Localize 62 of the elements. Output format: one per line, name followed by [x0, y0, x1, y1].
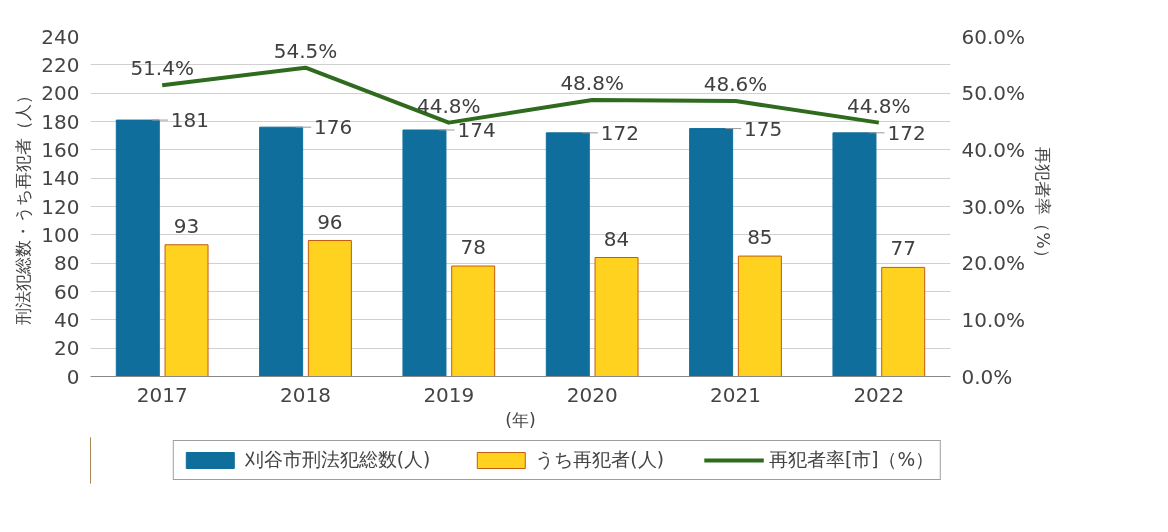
data-label: 48.8% [560, 70, 624, 95]
y-tick-label: 200 [41, 81, 80, 106]
y-tick-label: 60 [54, 279, 80, 304]
y2-tick-label: 40.0% [961, 137, 1026, 162]
bar [259, 126, 304, 377]
y-tick-label: 240 [41, 24, 80, 49]
y-tick-label: 0 [66, 364, 80, 389]
data-label: 48.6% [703, 72, 768, 97]
legend-label: うち再犯者(人) [535, 448, 664, 472]
y-tick-label: 40 [54, 307, 80, 332]
data-label: 85 [747, 225, 773, 250]
bar [545, 132, 590, 377]
data-label: 84 [603, 226, 630, 251]
x-tick-label: 2022 [853, 382, 905, 407]
data-label: 176 [314, 115, 353, 140]
y-tick-label: 100 [41, 222, 80, 247]
x-tick-label: 2019 [423, 382, 475, 407]
x-tick-label: 2020 [566, 382, 618, 407]
data-label: 96 [317, 209, 343, 234]
bar [164, 244, 209, 377]
bar [881, 266, 926, 377]
y2-tick-label: 60.0% [961, 24, 1026, 49]
bar [689, 128, 734, 377]
bar [594, 257, 639, 377]
bar [832, 132, 877, 377]
y-tick-label: 180 [41, 109, 80, 134]
y2-tick-label: 50.0% [961, 81, 1026, 106]
y-axis-title: 刑法犯総数・うち再犯者（人） [13, 87, 34, 326]
y-tick-label: 160 [41, 137, 80, 162]
bar [115, 119, 160, 377]
x-axis-title: (年) [505, 409, 536, 430]
legend-label: 刈谷市刑法犯総数(人) [244, 448, 431, 472]
data-label: 172 [887, 120, 926, 145]
data-label: 172 [600, 120, 639, 145]
y2-axis-title: 再犯者率（%） [1033, 147, 1054, 266]
y2-tick-label: 20.0% [961, 251, 1026, 276]
data-label: 54.5% [273, 38, 338, 63]
y-tick-label: 140 [41, 166, 80, 191]
data-label: 181 [170, 108, 209, 133]
y-tick-label: 220 [41, 52, 80, 77]
data-label: 77 [890, 236, 916, 261]
y2-tick-label: 30.0% [961, 194, 1026, 219]
y-tick-label: 20 [54, 336, 80, 361]
bar [402, 129, 447, 377]
data-label: 93 [173, 213, 200, 238]
x-tick-label: 2017 [136, 382, 188, 407]
bar [451, 265, 496, 377]
bar [307, 240, 352, 377]
bar [737, 255, 782, 377]
y-tick-label: 120 [41, 194, 80, 219]
data-label: 51.4% [130, 56, 194, 81]
legend-label: 再犯者率[市]（%） [768, 448, 935, 472]
data-label: 78 [460, 235, 486, 259]
data-label: 174 [457, 118, 496, 142]
x-tick-label: 2021 [710, 382, 761, 407]
data-label: 44.8% [847, 93, 911, 118]
y2-tick-label: 10.0% [961, 307, 1026, 332]
data-label: 44.8% [417, 93, 481, 118]
y-tick-label: 80 [54, 251, 80, 276]
data-label: 175 [744, 116, 783, 141]
x-tick-label: 2018 [280, 382, 331, 407]
y2-tick-label: 0.0% [961, 364, 1013, 389]
